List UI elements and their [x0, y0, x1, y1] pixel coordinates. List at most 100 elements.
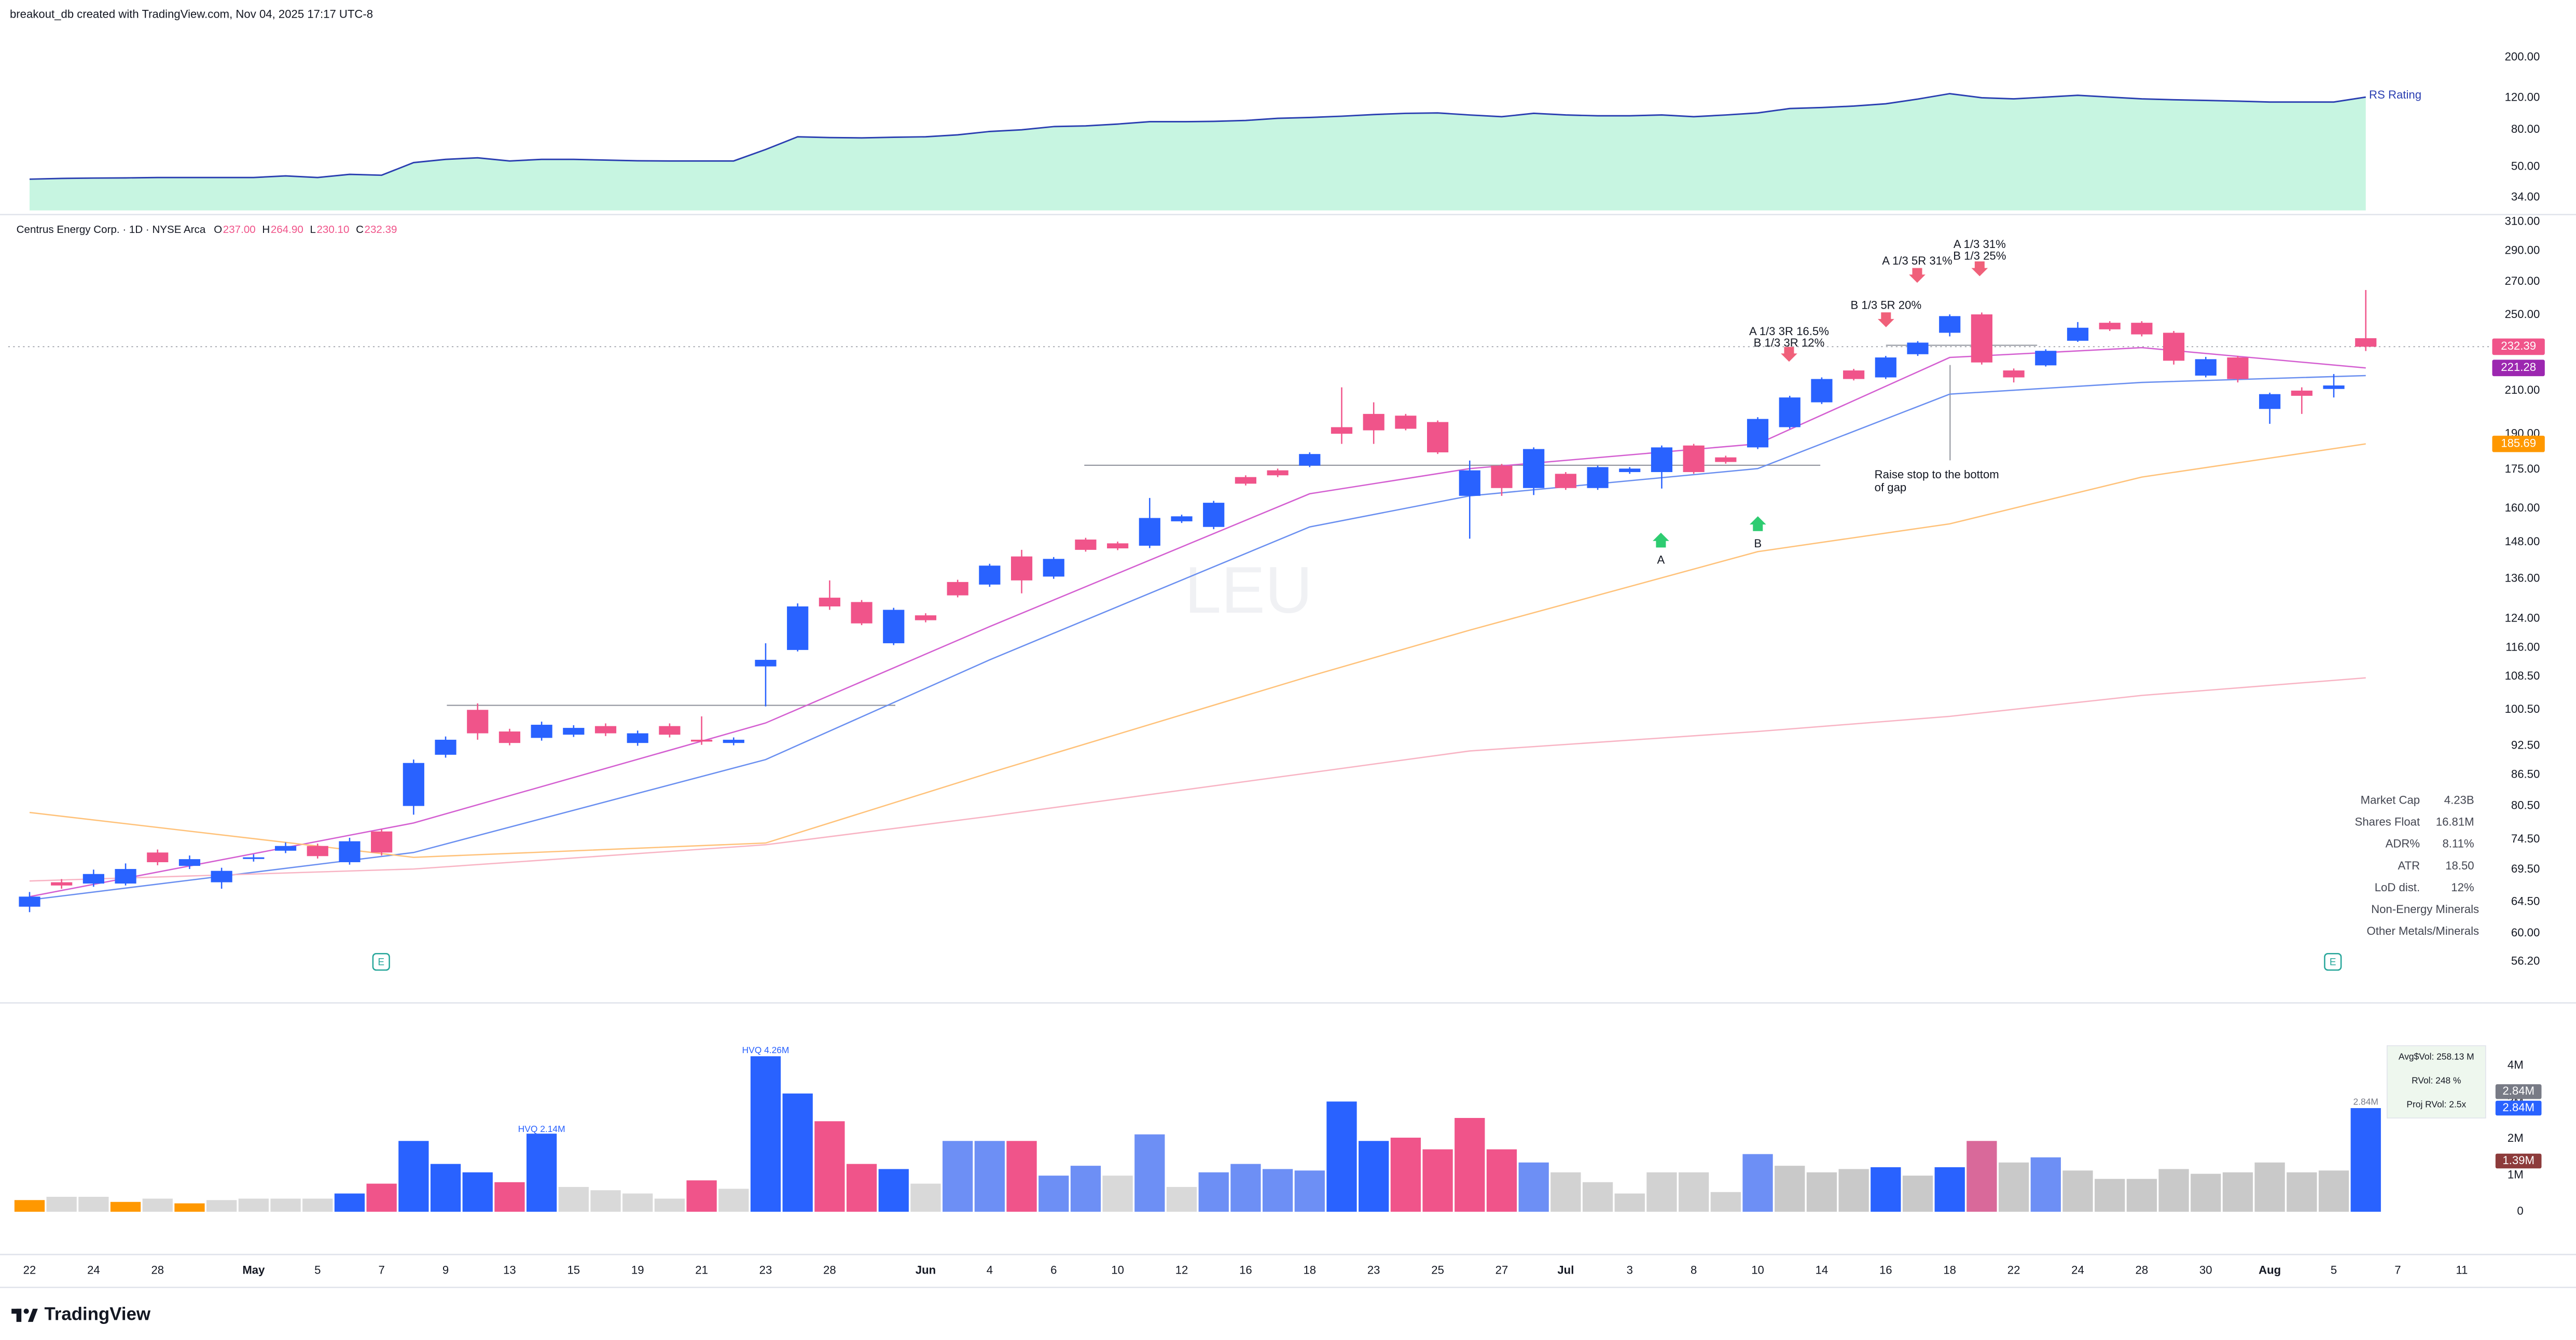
- volume-bar: [1838, 1169, 1869, 1212]
- y-tick-label: 210.00: [2505, 383, 2540, 396]
- volume-bar: [1550, 1172, 1581, 1212]
- candle-body: [1811, 379, 1833, 403]
- volume-bar: [1455, 1117, 1485, 1212]
- volume-bar: [1326, 1101, 1357, 1212]
- y-tick-label: 92.50: [2511, 738, 2540, 751]
- volume-bar: [2191, 1173, 2221, 1212]
- candle-body: [211, 871, 232, 882]
- candle-body: [1651, 447, 1673, 472]
- logo-mark: [23, 1308, 29, 1314]
- candle-body: [307, 846, 328, 857]
- x-tick-label: 4: [987, 1264, 993, 1277]
- candle-body: [2227, 357, 2249, 379]
- x-tick-label: 16: [1879, 1264, 1892, 1277]
- annotation: B 1/3 25%: [1953, 249, 2006, 262]
- candle-body: [1619, 468, 1641, 472]
- volume-bar: [1070, 1166, 1101, 1212]
- y-tick-label: 86.50: [2511, 767, 2540, 780]
- y-tick-label: 64.50: [2511, 894, 2540, 907]
- volume-bar: [1518, 1162, 1549, 1212]
- volume-bar: [46, 1196, 77, 1212]
- candle-body: [723, 739, 744, 743]
- x-tick-label: 19: [631, 1264, 644, 1277]
- annotation: A 1/3 3R 16.5%: [1749, 325, 1829, 338]
- candle-body: [2067, 327, 2089, 341]
- volume-bar: [1998, 1162, 2029, 1212]
- volume-bar: [558, 1186, 589, 1212]
- ohlc-value: 237.00: [223, 224, 256, 236]
- candle-body: [1139, 518, 1160, 546]
- candle-body: [1491, 465, 1513, 488]
- y-tick-label: 270.00: [2505, 274, 2540, 287]
- y-tick-label: 124.00: [2505, 612, 2540, 625]
- x-tick-label: 25: [1431, 1264, 1444, 1277]
- price-tag-label: 185.69: [2501, 437, 2536, 450]
- candle-body: [1683, 445, 1705, 472]
- sell-arrow: [1781, 347, 1797, 362]
- volume-bar: [1294, 1170, 1325, 1212]
- volume-bar: [1806, 1172, 1837, 1212]
- y-tick-label: 34.00: [2511, 190, 2540, 203]
- x-tick-label: 28: [823, 1264, 836, 1277]
- stat-label: ATR: [2398, 859, 2420, 872]
- volume-bar: [2222, 1172, 2253, 1212]
- candle-body: [691, 739, 713, 742]
- earnings-label: E: [378, 957, 384, 968]
- candle-body: [1523, 449, 1545, 488]
- chart-title: Centrus Energy Corp. · 1D · NYSE Arca: [17, 224, 206, 236]
- candle-body: [2323, 385, 2345, 389]
- x-tick-label: 8: [1691, 1264, 1697, 1277]
- moving-average: [29, 443, 2366, 858]
- volume-bar: [270, 1198, 301, 1212]
- y-tick-label: 69.50: [2511, 862, 2540, 875]
- x-tick-label: 28: [2136, 1264, 2149, 1277]
- y-tick-label: 2M: [2508, 1131, 2524, 1144]
- x-tick-label: 10: [1751, 1264, 1764, 1277]
- candle-body: [274, 846, 297, 851]
- candle-body: [82, 874, 104, 884]
- candle-body: [1971, 314, 1992, 363]
- volume-bar: [622, 1193, 653, 1212]
- sell-arrow: [1971, 261, 1988, 277]
- y-tick-label: 108.50: [2505, 669, 2540, 682]
- volume-bar: [1486, 1149, 1517, 1212]
- candle-body: [371, 831, 393, 853]
- x-tick-label: 9: [442, 1264, 449, 1277]
- volume-bar: [2287, 1172, 2317, 1212]
- volume-bar: [110, 1201, 141, 1212]
- candle-body: [1331, 427, 1353, 434]
- volume-tag: [2495, 1084, 2542, 1099]
- candle-body: [1779, 397, 1801, 427]
- x-tick-label: Jul: [1557, 1264, 1574, 1277]
- candle-body: [467, 710, 489, 734]
- logo-mark: [16, 1308, 22, 1322]
- ohlc-value: 232.39: [365, 224, 397, 236]
- candle-body: [2131, 323, 2153, 335]
- y-tick-label: 250.00: [2505, 308, 2540, 321]
- candle-body: [178, 859, 201, 866]
- volume-bar: [590, 1190, 621, 1212]
- candle-body: [2259, 394, 2281, 409]
- volume-bar: [718, 1189, 749, 1212]
- candle-body: [2163, 333, 2185, 361]
- ohlc-key: O: [214, 224, 222, 236]
- volume-bar: [2350, 1108, 2381, 1212]
- stat-label: ADR%: [2386, 837, 2420, 850]
- candle-body: [2291, 390, 2312, 396]
- x-tick-label: 6: [1050, 1264, 1057, 1277]
- volume-bar: [2062, 1170, 2093, 1212]
- volume-tag: [2495, 1100, 2542, 1116]
- candle-body: [627, 733, 648, 743]
- x-tick-label: 30: [2199, 1264, 2212, 1277]
- volume-tag-label: 2.84M: [2502, 1084, 2535, 1097]
- candle-body: [2355, 338, 2377, 347]
- volume-bar: [1006, 1141, 1037, 1212]
- volume-annotation: HVQ 2.14M: [518, 1124, 565, 1134]
- x-tick-label: Aug: [2259, 1264, 2281, 1277]
- candle-body: [787, 606, 809, 650]
- volume-bar: [302, 1198, 333, 1212]
- candle-body: [1171, 516, 1193, 521]
- y-tick-label: 80.00: [2511, 122, 2540, 135]
